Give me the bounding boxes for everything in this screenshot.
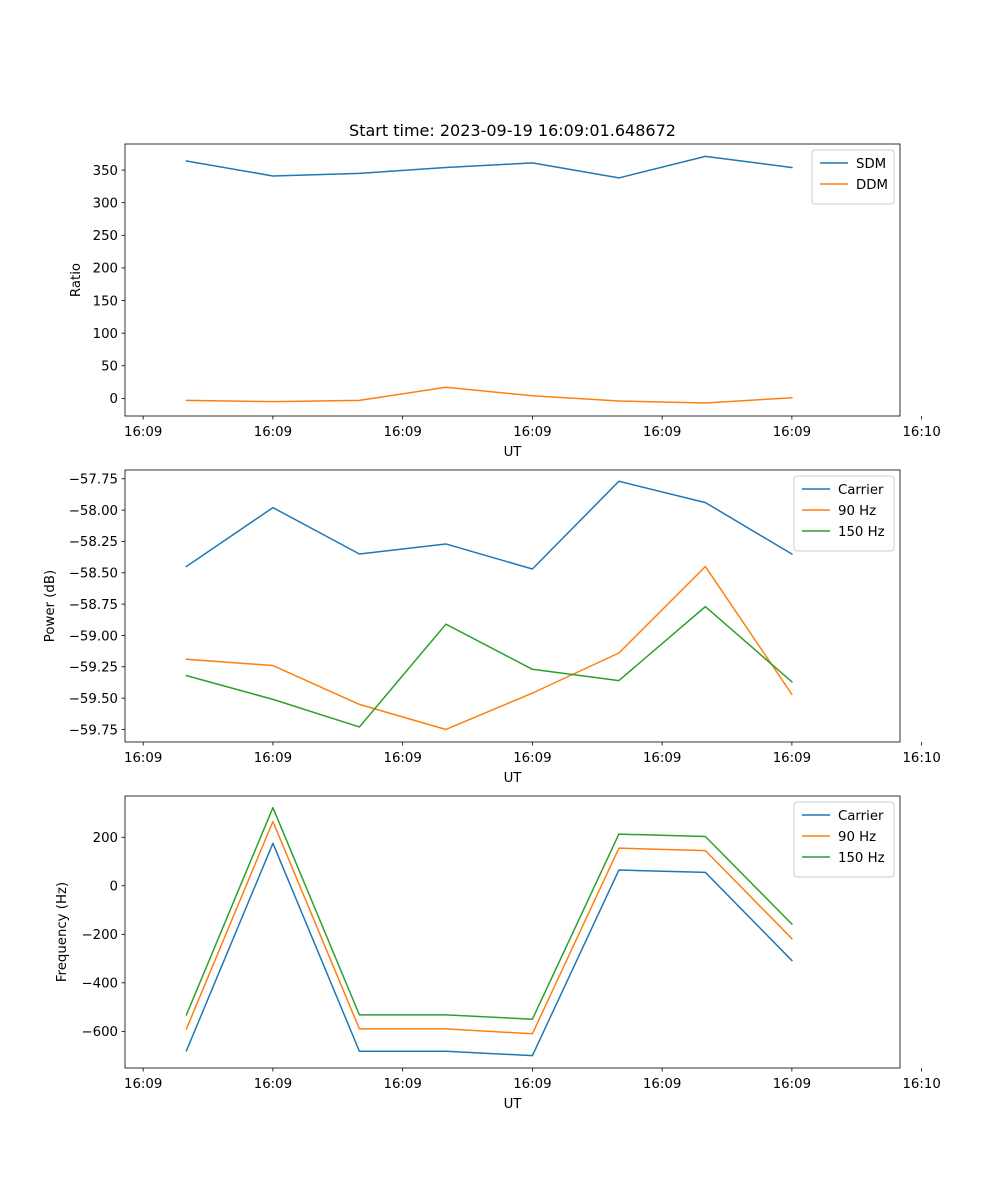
y-tick-label: −58.00 (69, 504, 118, 519)
x-tick-label: 16:10 (902, 425, 940, 440)
legend: Carrier 90 Hz 150 Hz (793, 801, 895, 878)
y-tick-label: 250 (93, 229, 118, 244)
y-axis-label: Ratio (69, 263, 84, 297)
x-tick-label: 16:09 (513, 425, 551, 440)
x-tick-label: 16:10 (902, 751, 940, 766)
x-tick-label: 16:09 (643, 425, 681, 440)
x-axis-label: UT (504, 1097, 523, 1112)
x-tick-label: 16:09 (383, 751, 421, 766)
axes-frame (124, 143, 901, 417)
legend-label: 90 Hz (838, 830, 876, 845)
y-tick-label: −59.75 (69, 723, 118, 738)
x-tick-label: 16:09 (643, 1077, 681, 1092)
x-tick-label: 16:09 (124, 425, 162, 440)
series-line-150-hz (185, 605, 793, 728)
y-tick-label: −200 (81, 928, 118, 943)
y-tick-label: 0 (110, 392, 118, 407)
legend: SDM DDM (811, 149, 895, 205)
x-tick-label: 16:09 (383, 425, 421, 440)
axes-frame (124, 469, 901, 743)
legend-label: Carrier (838, 809, 884, 824)
legend-box (793, 475, 895, 552)
x-tick-label: 16:09 (513, 751, 551, 766)
legend-box (793, 801, 895, 878)
x-tick-label: 16:09 (773, 1077, 811, 1092)
series-line-90-hz (185, 565, 793, 731)
x-tick-label: 16:09 (513, 1077, 551, 1092)
legend-label: 90 Hz (838, 504, 876, 519)
x-tick-label: 16:09 (124, 751, 162, 766)
y-axis-label: Frequency (Hz) (55, 882, 70, 982)
x-tick-label: 16:09 (773, 751, 811, 766)
series-line-sdm (185, 155, 793, 179)
legend-label: SDM (856, 157, 886, 172)
y-tick-label: −600 (81, 1025, 118, 1040)
y-tick-label: −58.75 (69, 598, 118, 613)
x-tick-label: 16:09 (254, 425, 292, 440)
axes-frame (124, 795, 901, 1069)
subplot-3: 16:09 16:09 16:09 16:09 16:09 16:09 16:10 −600 −… (55, 795, 941, 1112)
y-tick-label: −59.00 (69, 629, 118, 644)
legend-label: 150 Hz (838, 851, 885, 866)
y-tick-label: 300 (93, 197, 118, 212)
x-axis-label: UT (504, 445, 523, 460)
legend-label: DDM (856, 178, 888, 193)
x-axis-label: UT (504, 771, 523, 786)
figure-title: Start time: 2023-09-19 16:09:01.648672 (349, 121, 676, 140)
y-tick-label: 200 (93, 831, 118, 846)
series-line-ddm (185, 386, 793, 404)
x-tick-label: 16:09 (383, 1077, 421, 1092)
y-axis-label: Power (dB) (43, 570, 58, 642)
x-tick-label: 16:09 (643, 751, 681, 766)
y-tick-label: 350 (93, 164, 118, 179)
y-tick-label: −58.50 (69, 567, 118, 582)
subplot-1: 16:09 16:09 16:09 16:09 16:09 16:09 16:10 0 50 10… (69, 143, 941, 460)
plots: 16:09 16:09 16:09 16:09 16:09 16:09 16:10 0 50 10… (43, 143, 941, 1112)
legend-label: Carrier (838, 483, 884, 498)
x-tick-label: 16:09 (254, 751, 292, 766)
x-tick-label: 16:10 (902, 1077, 940, 1092)
y-tick-label: 200 (93, 262, 118, 277)
subplot-2: 16:09 16:09 16:09 16:09 16:09 16:09 16:10 −59.7… (43, 469, 941, 786)
y-tick-label: 100 (93, 327, 118, 342)
y-tick-label: 0 (110, 880, 118, 895)
y-tick-label: 50 (101, 360, 118, 375)
x-tick-label: 16:09 (124, 1077, 162, 1092)
y-tick-label: −59.50 (69, 692, 118, 707)
y-tick-label: −400 (81, 977, 118, 992)
y-tick-label: −59.25 (69, 661, 118, 676)
y-tick-label: 150 (93, 294, 118, 309)
y-tick-label: −57.75 (69, 473, 118, 488)
legend-label: 150 Hz (838, 525, 885, 540)
legend: Carrier 90 Hz 150 Hz (793, 475, 895, 552)
x-tick-label: 16:09 (773, 425, 811, 440)
series-line-150-hz (185, 806, 793, 1020)
series-line-carrier (185, 842, 793, 1057)
y-tick-label: −58.25 (69, 535, 118, 550)
series-line-90-hz (185, 820, 793, 1035)
series-line-carrier (185, 480, 793, 570)
x-tick-label: 16:09 (254, 1077, 292, 1092)
